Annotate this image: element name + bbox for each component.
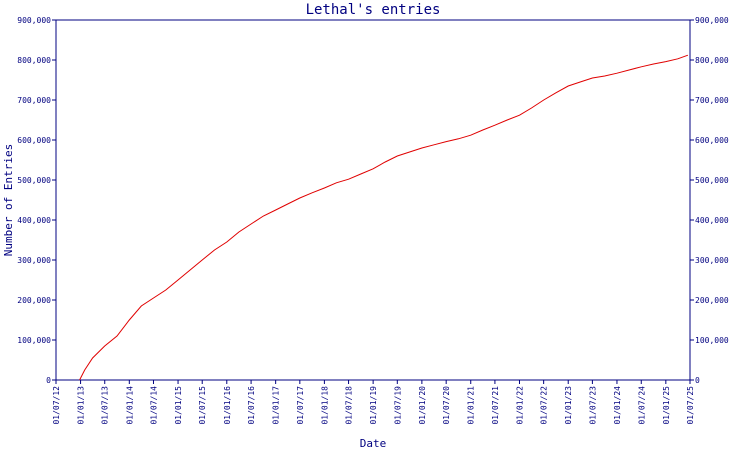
x-tick-label: 01/01/13: [77, 386, 86, 425]
y-tick-label-left: 700,000: [17, 96, 51, 105]
y-ticks-right: 0 100,000 200,000 300,000 400,000 500,000 600,…: [690, 16, 729, 385]
y-tick-label-right: 600,000: [695, 136, 729, 145]
x-tick-label: 01/07/25: [686, 386, 695, 425]
y-tick-label-right: 800,000: [695, 56, 729, 65]
y-tick-label-left: 100,000: [17, 336, 51, 345]
series-line: [79, 54, 689, 381]
x-tick-label: 01/01/24: [613, 386, 622, 425]
y-tick-label-left: 800,000: [17, 56, 51, 65]
x-tick-label: 01/01/17: [272, 386, 281, 425]
x-tick-label: 01/01/20: [418, 386, 427, 425]
y-tick-label-right: 700,000: [695, 96, 729, 105]
x-tick-label: 01/01/23: [564, 386, 573, 425]
y-tick-label-left: 600,000: [17, 136, 51, 145]
x-tick-label: 01/07/23: [588, 386, 597, 425]
y-axis-label: Number of Entries: [2, 144, 15, 257]
x-ticks: 01/07/12 01/01/13 01/07/13 01/01/14 01/07/14…: [52, 380, 695, 425]
y-tick-label-right: 0: [695, 376, 700, 385]
series-group: [79, 54, 689, 381]
y-tick-label-right: 300,000: [695, 256, 729, 265]
x-tick-label: 01/07/24: [637, 386, 646, 425]
y-ticks-left: 0 100,000 200,000 300,000 400,000 500,000 600,…: [17, 16, 56, 385]
x-tick-label: 01/07/22: [540, 386, 549, 425]
x-tick-label: 01/07/13: [101, 386, 110, 425]
x-tick-label: 01/07/18: [345, 386, 354, 425]
chart-title: Lethal's entries: [306, 2, 441, 18]
y-tick-label-right: 500,000: [695, 176, 729, 185]
y-tick-label-left: 900,000: [17, 16, 51, 25]
x-tick-label: 01/01/18: [320, 386, 329, 425]
x-tick-label: 01/01/19: [369, 386, 378, 425]
x-tick-label: 01/01/16: [223, 386, 232, 425]
y-tick-label-left: 400,000: [17, 216, 51, 225]
x-tick-label: 01/07/16: [247, 386, 256, 425]
x-tick-label: 01/07/19: [393, 386, 402, 425]
x-tick-label: 01/01/15: [174, 386, 183, 425]
y-tick-label-right: 900,000: [695, 16, 729, 25]
y-tick-label-right: 400,000: [695, 216, 729, 225]
y-tick-label-left: 200,000: [17, 296, 51, 305]
x-tick-label: 01/07/12: [52, 386, 61, 425]
y-tick-label-left: 500,000: [17, 176, 51, 185]
y-tick-label-left: 300,000: [17, 256, 51, 265]
x-tick-label: 01/01/14: [125, 386, 134, 425]
y-tick-label-right: 100,000: [695, 336, 729, 345]
x-tick-label: 01/01/25: [662, 386, 671, 425]
x-tick-label: 01/07/15: [198, 386, 207, 425]
x-tick-label: 01/07/20: [442, 386, 451, 425]
y-tick-label-right: 200,000: [695, 296, 729, 305]
x-tick-label: 01/01/22: [515, 386, 524, 425]
x-tick-label: 01/07/17: [296, 386, 305, 425]
x-tick-label: 01/07/14: [149, 386, 158, 425]
plot-frame: [55, 19, 691, 381]
x-tick-label: 01/01/21: [467, 386, 476, 425]
y-tick-label-left: 0: [46, 376, 51, 385]
x-tick-label: 01/07/21: [491, 386, 500, 425]
x-axis-label: Date: [360, 437, 387, 450]
